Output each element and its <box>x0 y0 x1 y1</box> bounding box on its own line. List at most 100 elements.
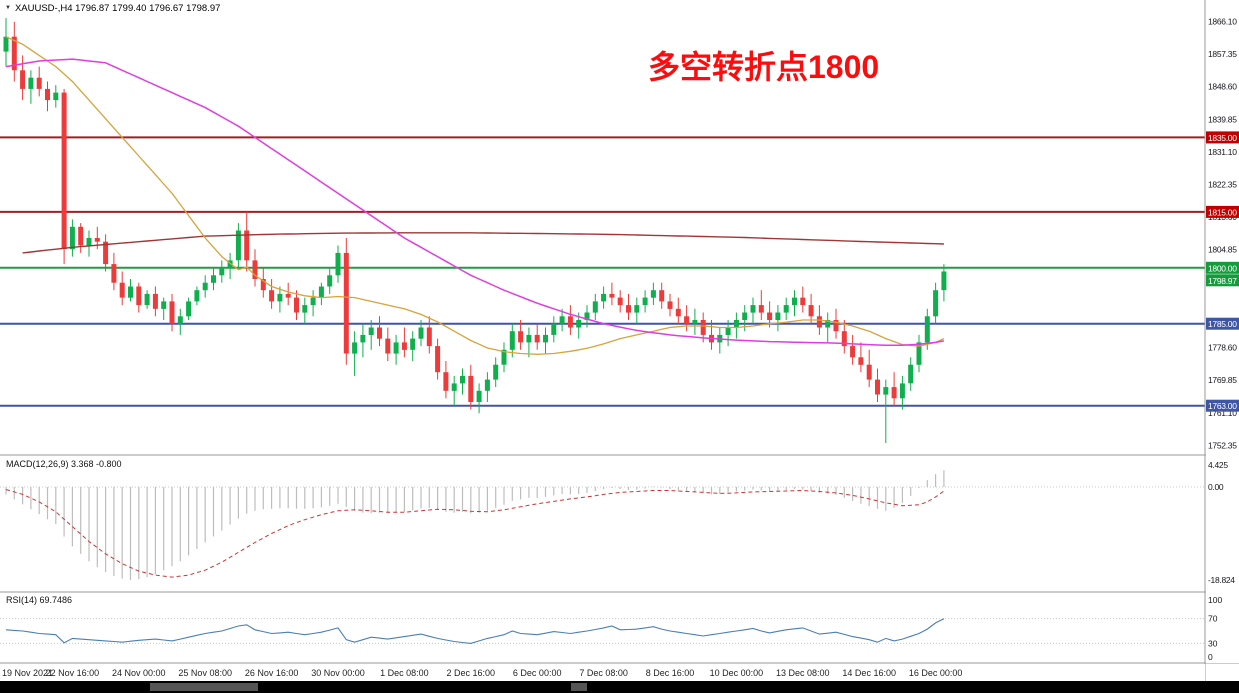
horizontal-lines <box>0 136 1205 407</box>
ma-magenta-line <box>5 58 945 347</box>
price-axis-label: 1822.35 <box>1208 180 1237 190</box>
candle-body <box>111 264 117 283</box>
candle-body <box>69 226 75 250</box>
time-axis-label: 14 Dec 16:00 <box>842 668 896 678</box>
chart-collapse-icon[interactable]: ▼ <box>5 4 11 11</box>
candle-body <box>61 92 67 250</box>
candle-body <box>543 334 548 343</box>
time-axis-label: 7 Dec 08:00 <box>579 668 628 678</box>
candle-body <box>343 252 349 354</box>
candle-body <box>352 342 358 354</box>
candle-body <box>418 327 424 339</box>
candle-body <box>103 241 109 265</box>
rsi-label: RSI(14) 69.7486 <box>6 595 73 605</box>
candle-body <box>169 301 175 324</box>
candle-body <box>235 230 241 261</box>
candle-body <box>28 77 34 89</box>
candle-body <box>128 286 133 298</box>
candle-body <box>750 305 756 313</box>
time-axis-label: 6 Dec 00:00 <box>513 668 562 678</box>
time-axis-label: 30 Nov 00:00 <box>311 668 365 678</box>
candle-body <box>567 316 573 328</box>
candle-body <box>642 297 648 306</box>
candle-body <box>410 338 416 350</box>
candle-body <box>11 36 17 71</box>
candle-body <box>202 282 208 291</box>
price-badge: 1815.00 <box>1206 205 1239 218</box>
price-badge: 1835.00 <box>1206 131 1239 144</box>
candle-body <box>626 305 631 313</box>
svg-text:1815.00: 1815.00 <box>1208 207 1237 217</box>
ohlc-readout: XAUUSD-,H4 1796.87 1799.40 1796.67 1798.… <box>14 3 221 14</box>
candle-body <box>443 372 449 391</box>
candle-body <box>850 346 856 358</box>
candle-body <box>675 308 681 317</box>
candle-body <box>816 316 822 328</box>
taskbar[interactable] <box>0 681 1239 693</box>
candle-body <box>327 275 333 287</box>
candle-body <box>368 327 374 335</box>
candle-body <box>194 290 200 302</box>
candle-body <box>426 327 432 347</box>
price-axis-label: 1761.10 <box>1208 408 1237 418</box>
price-axis-label: 1778.60 <box>1208 343 1237 353</box>
candle-body <box>758 305 764 313</box>
candle-body <box>3 36 9 52</box>
candle-body <box>493 364 499 380</box>
time-axis-label: 25 Nov 08:00 <box>178 668 232 678</box>
time-axis-label: 26 Nov 16:00 <box>245 668 299 678</box>
candle-body <box>484 379 490 391</box>
ma-orange-line <box>5 36 945 355</box>
candle-body <box>825 320 831 328</box>
candle-body <box>94 238 100 242</box>
time-axis-label: 16 Dec 00:00 <box>909 668 963 678</box>
annotation-text[interactable]: 多空转折点1800 <box>648 49 880 85</box>
price-axis[interactable] <box>1206 0 1239 663</box>
svg-text:1798.97: 1798.97 <box>1208 276 1237 286</box>
candle-body <box>891 387 897 399</box>
candle-body <box>526 334 532 343</box>
candle-body <box>285 293 291 298</box>
candle-body <box>377 327 382 339</box>
rsi-axis-label: 30 <box>1208 638 1218 648</box>
candle-body <box>775 312 781 320</box>
taskbar-item[interactable] <box>571 683 587 691</box>
candle-body <box>924 316 930 343</box>
macd-axis-label: 4.425 <box>1208 460 1228 470</box>
time-axis-label: 13 Dec 08:00 <box>776 668 830 678</box>
candle-body <box>783 305 789 313</box>
price-badge: 1785.00 <box>1206 317 1239 330</box>
taskbar-item[interactable] <box>150 683 258 691</box>
candle-body <box>451 383 457 391</box>
chart-header: ▼ XAUUSD-,H4 1796.87 1799.40 1796.67 179… <box>5 3 220 14</box>
candle-body <box>634 305 640 313</box>
candle-body <box>559 316 565 324</box>
time-axis[interactable] <box>0 664 1205 681</box>
candle-body <box>302 305 308 313</box>
candle-body <box>260 279 266 291</box>
candle-body <box>244 230 250 261</box>
candle-body <box>211 275 216 283</box>
time-axis-label: 2 Dec 16:00 <box>447 668 496 678</box>
candle-body <box>269 290 275 302</box>
candle-body <box>692 320 698 324</box>
candle-body <box>385 338 391 354</box>
candle-body <box>36 77 42 89</box>
candle-body <box>277 293 283 302</box>
time-axis-label: 22 Nov 16:00 <box>46 668 100 678</box>
candle-body <box>700 320 706 335</box>
rsi-axis-label: 70 <box>1208 614 1218 624</box>
candle-body <box>883 387 889 395</box>
candle-body <box>733 320 739 328</box>
candle-body <box>435 346 441 373</box>
candle-body <box>592 301 598 313</box>
candle-body <box>509 331 515 350</box>
macd-axis-label: -18.824 <box>1208 575 1235 585</box>
candle-body <box>401 342 407 350</box>
candle-body <box>294 297 299 313</box>
candle-body <box>518 331 524 343</box>
price-axis-label: 1752.35 <box>1208 440 1237 450</box>
candle-body <box>152 293 158 309</box>
time-axis-label: 19 Nov 2021 <box>2 668 53 678</box>
